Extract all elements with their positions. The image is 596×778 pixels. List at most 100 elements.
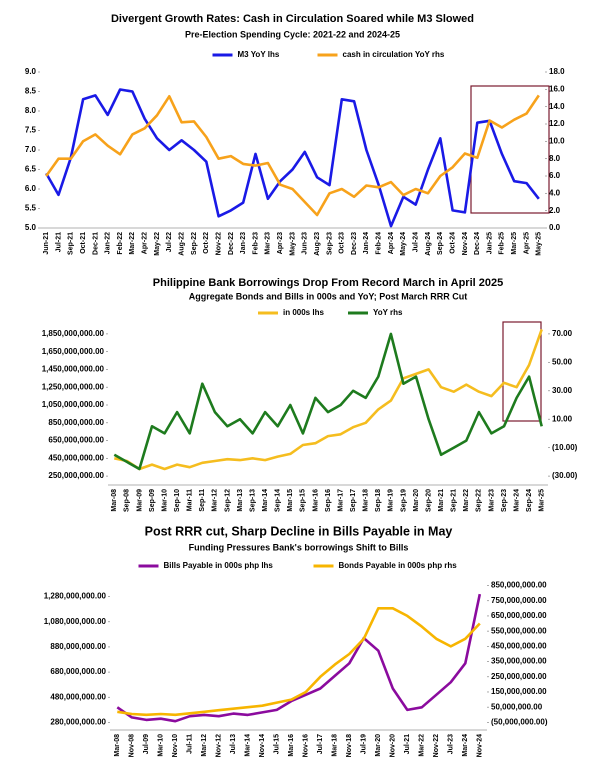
x-tick-label: Nov-24 <box>462 232 469 255</box>
series-line <box>45 94 540 217</box>
x-tick-label: Jan-23 <box>240 232 247 254</box>
x-tick-label: Sep-21 <box>451 489 458 512</box>
x-tick-label: Jan-25 <box>486 232 493 254</box>
x-tick-label: Sep-18 <box>375 489 382 512</box>
x-tick-label: Sep-11 <box>199 489 206 512</box>
x-tick-label: Mar-18 <box>332 734 339 757</box>
x-tick-label: May-22 <box>154 232 161 256</box>
x-tick-label: Aug-23 <box>314 232 321 256</box>
x-tick-label: Sep-10 <box>174 489 181 512</box>
x-tick-label: Oct-22 <box>203 232 210 254</box>
y2-tick-label: (30.00) <box>552 471 578 480</box>
legend-label: M3 YoY lhs <box>238 50 280 59</box>
y-tick-label: 250,000,000.00 <box>48 471 104 480</box>
x-tick-label: Jan-24 <box>363 232 370 254</box>
x-tick-label: Mar-19 <box>388 489 395 512</box>
y2-tick-label: 50,000,000.00 <box>491 702 543 711</box>
x-tick-label: Sep-22 <box>476 489 483 512</box>
x-tick-label: Sep-24 <box>437 232 444 255</box>
chart-title: Post RRR cut, Sharp Decline in Bills Pay… <box>145 524 453 538</box>
legend-label: Bonds Payable in 000s php rhs <box>339 561 458 570</box>
x-tick-label: Sep-16 <box>325 489 332 512</box>
y2-tick-label: 150,000,000.00 <box>491 687 547 696</box>
x-tick-label: Nov-24 <box>477 734 484 757</box>
y2-tick-label: 10.0 <box>549 136 565 145</box>
series-line <box>116 593 482 723</box>
x-tick-label: Mar-20 <box>413 489 420 512</box>
x-tick-label: Mar-14 <box>245 734 252 757</box>
x-tick-label: Jul-24 <box>413 232 420 252</box>
x-tick-label: Sep-19 <box>400 489 407 512</box>
y2-tick-label: 650,000,000.00 <box>491 611 547 620</box>
x-tick-label: Mar-17 <box>337 489 344 512</box>
series-line <box>114 328 543 471</box>
y-tick-label: 1,850,000,000.00 <box>42 329 105 338</box>
x-tick-label: May-23 <box>289 232 296 256</box>
x-tick-label: Mar-24 <box>462 734 469 757</box>
x-tick-label: Sep-23 <box>501 489 508 512</box>
x-tick-label: Nov-18 <box>346 734 353 757</box>
y2-tick-label: 450,000,000.00 <box>491 641 547 650</box>
x-tick-label: Jul-17 <box>317 734 324 754</box>
y2-tick-label: 250,000,000.00 <box>491 672 547 681</box>
x-tick-label: Mar-16 <box>312 489 319 512</box>
y2-tick-label: 70.00 <box>552 329 573 338</box>
x-tick-label: Jul-23 <box>448 734 455 754</box>
x-tick-label: Nov-10 <box>172 734 179 757</box>
highlight-box <box>502 321 542 422</box>
x-tick-label: Mar-15 <box>287 489 294 512</box>
x-tick-label: Mar-24 <box>513 489 520 512</box>
x-tick-label: Mar-21 <box>438 489 445 512</box>
y-tick-label: 8.0 <box>25 106 37 115</box>
legend-label: Bills Payable in 000s php lhs <box>164 561 274 570</box>
y2-tick-label: 2.0 <box>549 206 561 215</box>
y-tick-label: 680,000,000.00 <box>50 667 106 676</box>
y-tick-label: 5.0 <box>25 223 37 232</box>
x-tick-label: Jul-11 <box>187 734 194 754</box>
x-tick-label: Nov-22 <box>433 734 440 757</box>
highlight-box <box>470 85 550 214</box>
x-tick-label: Oct-23 <box>339 232 346 254</box>
x-tick-label: Apr-24 <box>388 232 395 254</box>
x-tick-label: Jul-19 <box>361 734 368 754</box>
y-tick-label: 6.0 <box>25 184 37 193</box>
x-tick-label: Mar-14 <box>262 489 269 512</box>
x-tick-label: Nov-22 <box>215 232 222 255</box>
legend-label: cash in circulation YoY rhs <box>343 50 445 59</box>
y-tick-label: 1,650,000,000.00 <box>42 347 105 356</box>
x-tick-label: Mar-25 <box>511 232 518 255</box>
x-tick-label: Sep-09 <box>149 489 156 512</box>
x-tick-label: Jul-22 <box>166 232 173 252</box>
y2-tick-label: 30.00 <box>552 386 573 395</box>
y-tick-label: 880,000,000.00 <box>50 642 106 651</box>
y2-tick-label: 10.00 <box>552 414 573 423</box>
y2-tick-label: 850,000,000.00 <box>491 581 547 590</box>
x-tick-label: Jul-13 <box>230 734 237 754</box>
x-tick-label: Sep-08 <box>124 489 131 512</box>
y-tick-label: 450,000,000.00 <box>48 453 104 462</box>
x-tick-label: Jul-09 <box>143 734 150 754</box>
x-tick-label: Jun-23 <box>302 232 309 255</box>
x-tick-label: Oct-24 <box>449 232 456 254</box>
chart-subtitle: Funding Pressures Bank's borrowings Shif… <box>189 542 409 552</box>
y2-tick-label: 750,000,000.00 <box>491 596 547 605</box>
x-tick-label: Jul-21 <box>55 232 62 252</box>
series-line <box>117 607 481 717</box>
x-tick-label: Nov-12 <box>216 734 223 757</box>
x-tick-label: Jul-15 <box>274 734 281 754</box>
y-tick-label: 5.5 <box>25 204 37 213</box>
x-tick-label: Sep-22 <box>191 232 198 255</box>
x-tick-label: Mar-16 <box>288 734 295 757</box>
x-tick-label: Feb-24 <box>376 232 383 255</box>
legend-label: in 000s lhs <box>283 308 324 317</box>
y2-tick-label: 50.00 <box>552 357 573 366</box>
x-tick-label: Feb-25 <box>499 232 506 255</box>
x-tick-label: Mar-23 <box>488 489 495 512</box>
x-tick-label: May-25 <box>536 232 543 256</box>
y-tick-label: 9.0 <box>25 67 37 76</box>
x-tick-label: Dec-23 <box>351 232 358 255</box>
x-tick-label: Nov-14 <box>259 734 266 757</box>
chart-subtitle: Pre-Election Spending Cycle: 2021-22 and… <box>185 29 400 39</box>
x-tick-label: Sep-23 <box>326 232 333 255</box>
x-tick-label: Sep-17 <box>350 489 357 512</box>
